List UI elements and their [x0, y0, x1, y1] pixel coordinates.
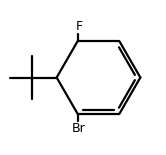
- Text: Br: Br: [72, 122, 86, 135]
- Text: F: F: [76, 20, 83, 33]
